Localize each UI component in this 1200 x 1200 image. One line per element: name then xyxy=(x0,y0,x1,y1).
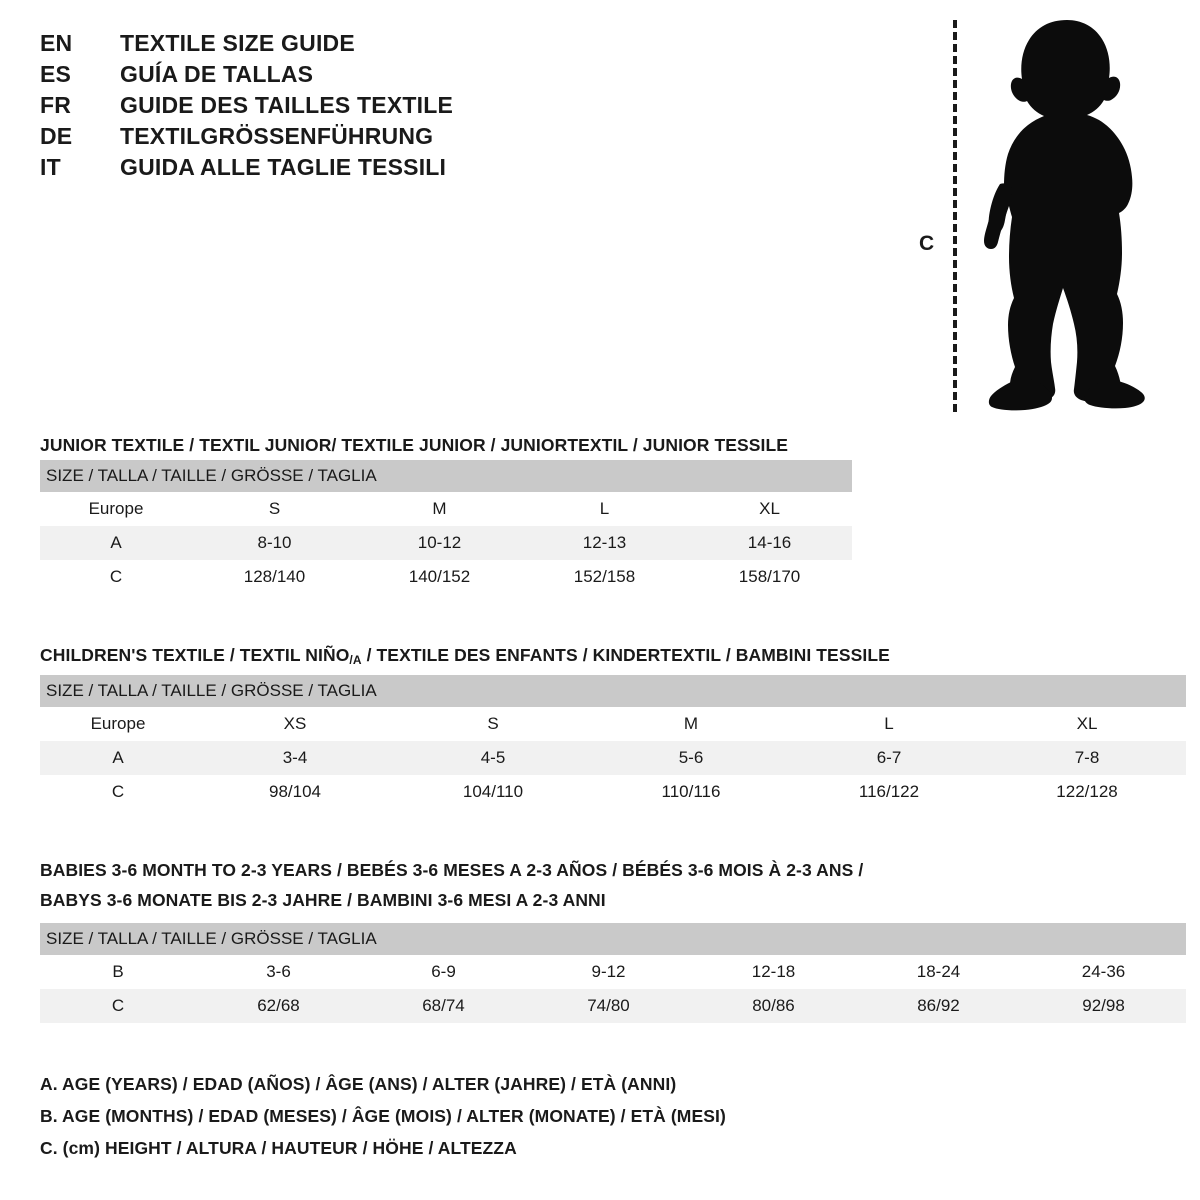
junior-heading: JUNIOR TEXTILE / TEXTIL JUNIOR/ TEXTILE … xyxy=(40,435,789,455)
height-dashed-line-icon xyxy=(953,20,957,412)
table-row: Europe S M L XL xyxy=(40,492,853,526)
children-cell-a-xs: 3-4 xyxy=(196,741,394,775)
junior-cell-c-xl: 158/170 xyxy=(687,560,853,594)
babies-cell-b-3: 9-12 xyxy=(526,955,691,989)
children-cell-a-s: 4-5 xyxy=(394,741,592,775)
height-figure: C xyxy=(905,14,1175,414)
language-code-fr: FR xyxy=(40,92,72,118)
table-row: Europe XS S M L XL xyxy=(40,707,1187,741)
language-title-fr: GUIDE DES TAILLES TEXTILE xyxy=(120,92,453,118)
language-row-it: IT GUIDA ALLE TAGLIE TESSILI xyxy=(40,154,600,185)
toddler-silhouette-icon xyxy=(984,20,1145,411)
legend-line-a: A. AGE (YEARS) / EDAD (AÑOS) / ÂGE (ANS)… xyxy=(40,1074,677,1094)
language-row-es: ES GUÍA DE TALLAS xyxy=(40,61,600,92)
junior-band-label: SIZE / TALLA / TAILLE / GRÖSSE / TAGLIA xyxy=(40,460,853,492)
junior-cell-size-xl: XL xyxy=(687,492,853,526)
language-row-en: EN TEXTILE SIZE GUIDE xyxy=(40,30,600,61)
babies-band-row: SIZE / TALLA / TAILLE / GRÖSSE / TAGLIA xyxy=(40,923,1187,955)
children-cell-c-xs: 98/104 xyxy=(196,775,394,809)
children-row-label-a: A xyxy=(40,741,196,775)
children-cell-c-l: 116/122 xyxy=(790,775,988,809)
junior-cell-a-xl: 14-16 xyxy=(687,526,853,560)
language-row-de: DE TEXTILGRÖSSENFÜHRUNG xyxy=(40,123,600,154)
children-band-row: SIZE / TALLA / TAILLE / GRÖSSE / TAGLIA xyxy=(40,675,1187,707)
junior-cell-size-m: M xyxy=(357,492,522,526)
children-cell-c-s: 104/110 xyxy=(394,775,592,809)
language-title-it: GUIDA ALLE TAGLIE TESSILI xyxy=(120,154,447,180)
children-cell-size-l: L xyxy=(790,707,988,741)
children-cell-a-l: 6-7 xyxy=(790,741,988,775)
children-heading: CHILDREN'S TEXTILE / TEXTIL NIÑO/A / TEX… xyxy=(40,640,1186,675)
table-row: A 8-10 10-12 12-13 14-16 xyxy=(40,526,853,560)
babies-cell-c-2: 68/74 xyxy=(361,989,526,1023)
children-cell-size-m: M xyxy=(592,707,790,741)
language-title-en: TEXTILE SIZE GUIDE xyxy=(120,30,355,56)
language-code-es: ES xyxy=(40,61,72,87)
junior-size-table: SIZE / TALLA / TAILLE / GRÖSSE / TAGLIA … xyxy=(40,460,853,594)
language-code-it: IT xyxy=(40,154,61,180)
children-heading-post: / TEXTILE DES ENFANTS / KINDERTEXTIL / B… xyxy=(361,645,890,665)
children-band-label: SIZE / TALLA / TAILLE / GRÖSSE / TAGLIA xyxy=(40,675,1187,707)
legend-line-b: B. AGE (MONTHS) / EDAD (MESES) / ÂGE (MO… xyxy=(40,1106,726,1126)
babies-cell-c-4: 80/86 xyxy=(691,989,856,1023)
babies-cell-c-5: 86/92 xyxy=(856,989,1021,1023)
babies-cell-b-2: 6-9 xyxy=(361,955,526,989)
children-cell-size-xs: XS xyxy=(196,707,394,741)
language-row-fr: FR GUIDE DES TAILLES TEXTILE xyxy=(40,92,600,123)
children-cell-c-m: 110/116 xyxy=(592,775,790,809)
junior-cell-size-l: L xyxy=(522,492,687,526)
babies-size-table: SIZE / TALLA / TAILLE / GRÖSSE / TAGLIA … xyxy=(40,923,1187,1023)
height-marker-label: C xyxy=(919,232,935,255)
junior-cell-a-l: 12-13 xyxy=(522,526,687,560)
language-title-de: TEXTILGRÖSSENFÜHRUNG xyxy=(120,123,434,149)
language-title-block: EN TEXTILE SIZE GUIDE ES GUÍA DE TALLAS … xyxy=(40,30,600,185)
babies-row-label-b: B xyxy=(40,955,196,989)
babies-row-label-c: C xyxy=(40,989,196,1023)
junior-row-label-a: A xyxy=(40,526,192,560)
table-row: B 3-6 6-9 9-12 12-18 18-24 24-36 xyxy=(40,955,1187,989)
legend-block: A. AGE (YEARS) / EDAD (AÑOS) / ÂGE (ANS)… xyxy=(40,1068,940,1164)
babies-cell-c-6: 92/98 xyxy=(1021,989,1187,1023)
children-cell-size-s: S xyxy=(394,707,592,741)
babies-cell-b-1: 3-6 xyxy=(196,955,361,989)
junior-row-label-europe: Europe xyxy=(40,492,192,526)
junior-band-row: SIZE / TALLA / TAILLE / GRÖSSE / TAGLIA xyxy=(40,460,853,492)
babies-heading-line-2: BABYS 3-6 MONATE BIS 2-3 JAHRE / BAMBINI… xyxy=(40,890,606,910)
junior-cell-size-s: S xyxy=(192,492,357,526)
babies-cell-b-4: 12-18 xyxy=(691,955,856,989)
children-cell-a-m: 5-6 xyxy=(592,741,790,775)
junior-cell-a-s: 8-10 xyxy=(192,526,357,560)
table-row: C 62/68 68/74 74/80 80/86 86/92 92/98 xyxy=(40,989,1187,1023)
babies-cell-b-6: 24-36 xyxy=(1021,955,1187,989)
section-children: CHILDREN'S TEXTILE / TEXTIL NIÑO/A / TEX… xyxy=(40,640,1187,809)
junior-cell-c-m: 140/152 xyxy=(357,560,522,594)
children-row-label-europe: Europe xyxy=(40,707,196,741)
junior-cell-a-m: 10-12 xyxy=(357,526,522,560)
table-row: C 128/140 140/152 152/158 158/170 xyxy=(40,560,853,594)
table-row: A 3-4 4-5 5-6 6-7 7-8 xyxy=(40,741,1187,775)
children-row-label-c: C xyxy=(40,775,196,809)
babies-cell-b-5: 18-24 xyxy=(856,955,1021,989)
babies-cell-c-1: 62/68 xyxy=(196,989,361,1023)
children-size-table: SIZE / TALLA / TAILLE / GRÖSSE / TAGLIA … xyxy=(40,675,1187,809)
children-heading-pre: CHILDREN'S TEXTILE / TEXTIL NIÑO xyxy=(40,645,350,665)
children-cell-size-xl: XL xyxy=(988,707,1187,741)
junior-row-label-c: C xyxy=(40,560,192,594)
babies-heading-line-1: BABIES 3-6 MONTH TO 2-3 YEARS / BEBÉS 3-… xyxy=(40,860,864,880)
language-code-de: DE xyxy=(40,123,73,149)
table-row: C 98/104 104/110 110/116 116/122 122/128 xyxy=(40,775,1187,809)
children-heading-sub: /A xyxy=(349,653,362,667)
children-cell-a-xl: 7-8 xyxy=(988,741,1187,775)
language-title-es: GUÍA DE TALLAS xyxy=(120,61,314,87)
junior-cell-c-l: 152/158 xyxy=(522,560,687,594)
junior-cell-c-s: 128/140 xyxy=(192,560,357,594)
legend-line-c: C. (cm) HEIGHT / ALTURA / HAUTEUR / HÖHE… xyxy=(40,1138,517,1158)
section-junior: JUNIOR TEXTILE / TEXTIL JUNIOR/ TEXTILE … xyxy=(40,430,853,594)
language-code-en: EN xyxy=(40,30,73,56)
children-cell-c-xl: 122/128 xyxy=(988,775,1187,809)
babies-cell-c-3: 74/80 xyxy=(526,989,691,1023)
babies-band-label: SIZE / TALLA / TAILLE / GRÖSSE / TAGLIA xyxy=(40,923,1187,955)
section-babies: BABIES 3-6 MONTH TO 2-3 YEARS / BEBÉS 3-… xyxy=(40,855,1187,1023)
